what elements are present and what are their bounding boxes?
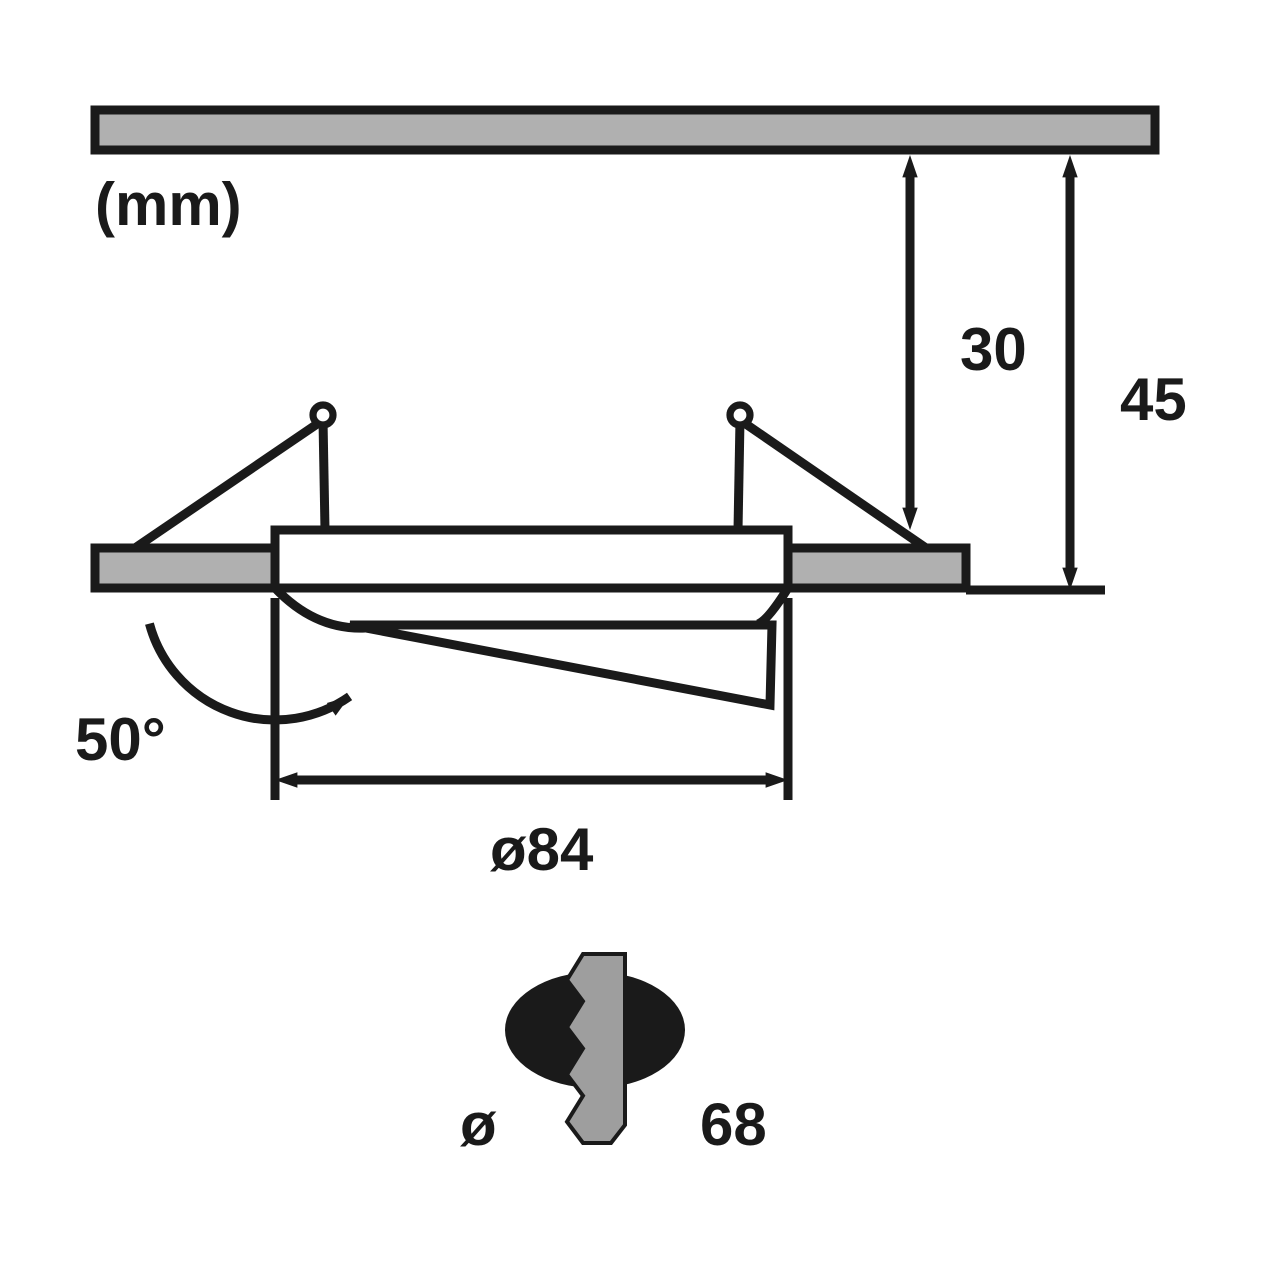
cutout-value-label: 68 [700,1091,767,1158]
technical-diagram: (mm) 30 45 ø84 50° ø 68 [0,0,1280,1280]
fixture-flange-right [788,548,966,588]
ceiling-bar [95,110,1155,150]
dim-45-label: 45 [1120,366,1187,433]
fixture-recess-top [275,530,788,548]
dim-30-label: 30 [960,316,1027,383]
angle-arc [149,624,349,720]
cutout-prefix-label: ø [460,1091,497,1158]
angle-label: 50° [75,706,166,773]
unit-label: (mm) [95,171,242,238]
fixture-flange-left [95,548,275,588]
dim-84-label: ø84 [490,816,594,883]
tilt-lamp [350,625,772,705]
